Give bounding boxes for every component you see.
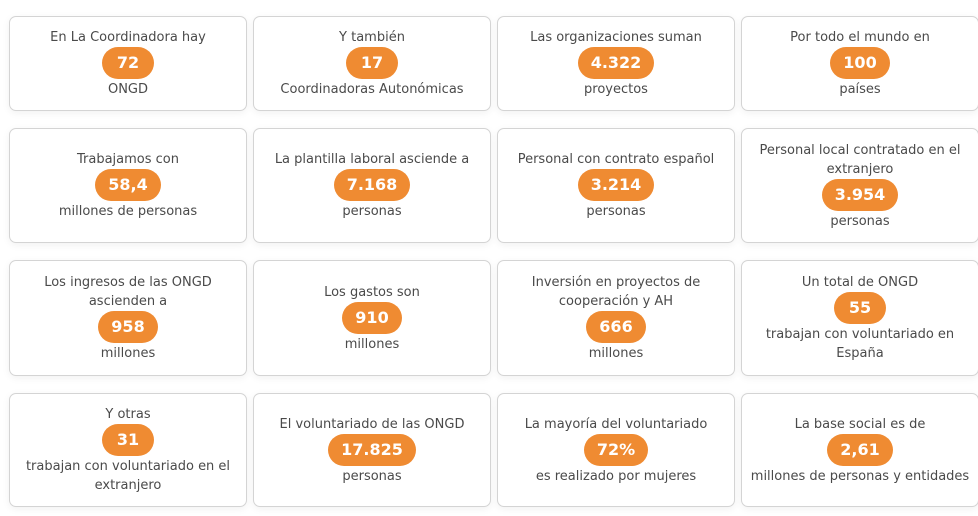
- stat-value-badge: 58,4: [95, 169, 161, 201]
- stat-bottom-text: millones: [344, 336, 400, 352]
- stat-value-badge: 958: [98, 311, 158, 343]
- stat-card-ingresos: Los ingresos de las ONGD ascienden a 958…: [9, 260, 247, 376]
- stat-value-badge: 2,61: [827, 433, 893, 466]
- stat-card-personal-local: Personal local contratado en el extranje…: [741, 128, 978, 243]
- stat-card-voluntariado-extranjero: Y otras 31 trabajan con voluntariado en …: [9, 393, 247, 507]
- stat-value-badge: 7.168: [333, 169, 411, 201]
- stat-value-badge: 3.214: [577, 169, 655, 201]
- stat-value-badge: 4.322: [577, 47, 655, 79]
- stat-card-voluntariado-mujeres: La mayoría del voluntariado 72% es reali…: [497, 393, 735, 507]
- stat-bottom-text: millones: [588, 346, 644, 361]
- stat-value-badge: 17: [346, 47, 398, 79]
- stat-top-text: Y otras: [105, 407, 151, 422]
- stat-card-ongd: En La Coordinadora hay 72 ONGD: [9, 16, 247, 111]
- stat-top-text: El voluntariado de las ONGD: [279, 416, 465, 432]
- stat-value-badge: 72%: [583, 433, 649, 466]
- stat-value-badge: 100: [830, 47, 890, 79]
- stat-value-badge: 31: [102, 424, 154, 456]
- stat-card-gastos: Los gastos son 910 millones: [253, 260, 491, 376]
- stat-top-text: Los ingresos de las ONGD ascienden a: [44, 275, 212, 309]
- stat-bottom-text: ONGD: [107, 82, 149, 97]
- stat-card-voluntariado-espana: Un total de ONGD 55 trabajan con volunta…: [741, 260, 978, 376]
- stat-value-badge: 17.825: [328, 433, 416, 466]
- stat-bottom-text: proyectos: [584, 82, 648, 97]
- stat-top-text: La base social es de: [794, 416, 926, 432]
- stat-bottom-text: es realizado por mujeres: [535, 468, 697, 484]
- stat-bottom-text: millones: [100, 346, 156, 361]
- stat-bottom-text: trabajan con voluntariado en el extranje…: [25, 459, 231, 493]
- stat-top-text: Y también: [339, 30, 405, 45]
- stat-card-proyectos: Las organizaciones suman 4.322 proyectos: [497, 16, 735, 111]
- stat-bottom-text: millones de personas y entidades: [750, 468, 970, 484]
- stat-bottom-text: millones de personas: [58, 204, 198, 219]
- stat-value-badge: 72: [102, 47, 154, 79]
- stat-card-voluntariado-total: El voluntariado de las ONGD 17.825 perso…: [253, 393, 491, 507]
- stat-top-text: La mayoría del voluntariado: [524, 416, 708, 432]
- stat-top-text: Los gastos son: [324, 284, 420, 300]
- stat-top-text: Personal con contrato español: [517, 152, 715, 167]
- stat-card-inversion: Inversión en proyectos de cooperación y …: [497, 260, 735, 376]
- stat-top-text: Las organizaciones suman: [530, 30, 702, 45]
- stat-card-contrato-espanol: Personal con contrato español 3.214 pers…: [497, 128, 735, 243]
- stat-value-badge: 910: [342, 301, 402, 334]
- stat-top-text: La plantilla laboral asciende a: [274, 152, 470, 167]
- stat-card-coordinadoras: Y también 17 Coordinadoras Autonómicas: [253, 16, 491, 111]
- stat-bottom-text: personas: [342, 204, 402, 219]
- stat-card-plantilla: La plantilla laboral asciende a 7.168 pe…: [253, 128, 491, 243]
- stat-top-text: Trabajamos con: [76, 152, 179, 167]
- stat-bottom-text: países: [839, 82, 881, 97]
- stat-value-badge: 55: [834, 292, 886, 324]
- stat-top-text: Personal local contratado en el extranje…: [759, 142, 961, 177]
- stat-card-personas-atendidas: Trabajamos con 58,4 millones de personas: [9, 128, 247, 243]
- stat-value-badge: 3.954: [821, 178, 899, 211]
- stat-top-text: Por todo el mundo en: [790, 30, 930, 45]
- stat-top-text: Inversión en proyectos de cooperación y …: [531, 275, 701, 309]
- stat-bottom-text: trabajan con voluntariado en España: [765, 327, 955, 361]
- stat-top-text: En La Coordinadora hay: [50, 30, 206, 45]
- stat-bottom-text: personas: [342, 468, 402, 484]
- stat-bottom-text: personas: [830, 213, 890, 229]
- stat-value-badge: 666: [586, 311, 646, 343]
- stat-bottom-text: Coordinadoras Autonómicas: [280, 82, 464, 97]
- stat-bottom-text: personas: [586, 204, 646, 219]
- stat-card-base-social: La base social es de 2,61 millones de pe…: [741, 393, 978, 507]
- stat-top-text: Un total de ONGD: [801, 275, 919, 290]
- stat-card-paises: Por todo el mundo en 100 países: [741, 16, 978, 111]
